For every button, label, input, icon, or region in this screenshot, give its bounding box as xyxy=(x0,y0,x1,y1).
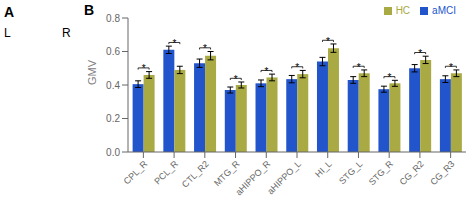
svg-text:0.2: 0.2 xyxy=(106,113,120,124)
svg-text:STG_R: STG_R xyxy=(367,159,396,188)
svg-text:GMV: GMV xyxy=(86,59,98,85)
svg-text:aHIPPO_L: aHIPPO_L xyxy=(265,159,302,196)
svg-text:*: * xyxy=(234,74,238,85)
svg-text:*: * xyxy=(172,38,176,49)
svg-text:*: * xyxy=(357,62,361,73)
svg-text:*: * xyxy=(295,62,299,73)
svg-text:aHIPPO_R: aHIPPO_R xyxy=(233,158,273,198)
svg-text:CTL_R2: CTL_R2 xyxy=(180,159,211,190)
svg-text:HI_L: HI_L xyxy=(313,159,334,180)
svg-text:*: * xyxy=(203,43,207,54)
svg-text:CG_R2: CG_R2 xyxy=(398,159,426,187)
svg-text:*: * xyxy=(387,72,391,83)
svg-text:*: * xyxy=(326,36,330,47)
svg-text:*: * xyxy=(265,66,269,77)
html-text:A: A xyxy=(4,4,15,20)
html-text:HC: HC xyxy=(395,5,411,16)
svg-text:*: * xyxy=(418,48,422,59)
svg-text:PCL_R: PCL_R xyxy=(152,159,180,187)
svg-text:CPL_R: CPL_R xyxy=(122,159,150,187)
svg-text:0.0: 0.0 xyxy=(106,147,120,158)
html-text:R: R xyxy=(62,26,71,40)
html-text:L: L xyxy=(4,26,11,40)
svg-text:0.4: 0.4 xyxy=(106,80,120,91)
svg-text:0.6: 0.6 xyxy=(106,46,120,57)
svg-text:MTG_R: MTG_R xyxy=(212,159,242,189)
svg-text:0.8: 0.8 xyxy=(106,13,120,24)
svg-text:STG_L: STG_L xyxy=(337,159,364,186)
svg-text:*: * xyxy=(449,62,453,73)
svg-text:*: * xyxy=(142,63,146,74)
html-text:B: B xyxy=(84,2,95,18)
html-text:aMCI: aMCI xyxy=(432,5,456,16)
svg-text:CG_R3: CG_R3 xyxy=(428,159,456,187)
